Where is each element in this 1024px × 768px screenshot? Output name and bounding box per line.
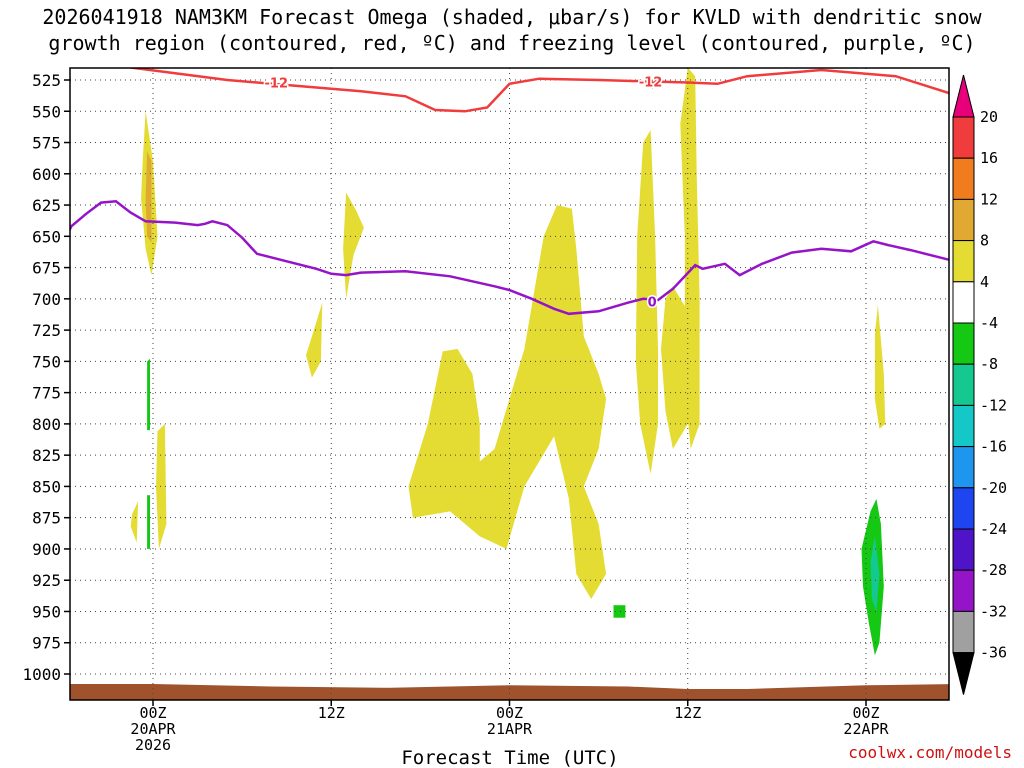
colorbar-swatch (952, 610, 975, 654)
x-tick-label: 00Z (496, 704, 523, 722)
y-tick-label: 525 (32, 71, 61, 90)
colorbar-swatch (952, 404, 975, 448)
colorbar-label: -12 (980, 396, 1007, 414)
chart-title-line2: growth region (contoured, red, ºC) and f… (48, 31, 975, 55)
colorbar-arrow-top (952, 74, 975, 118)
y-tick-label: 750 (32, 352, 61, 371)
y-tick-label: 575 (32, 134, 61, 153)
colorbar-label: -28 (980, 561, 1007, 579)
credit-text[interactable]: coolwx.com/models (848, 743, 1012, 762)
colorbar: 20 16 12 8 4 -4 -8 -12 -16 -20 -24 -28 -32 -36 (952, 74, 1007, 695)
colorbar-swatch (952, 528, 975, 571)
colorbar-label: -20 (980, 479, 1007, 497)
y-tick-label: 700 (32, 290, 61, 309)
omega-positive-region (343, 192, 364, 299)
colorbar-swatch (952, 157, 975, 200)
x-tick-label: 00Z (139, 704, 166, 722)
x-tick-label: 22APR (843, 720, 889, 738)
colorbar-label: 4 (980, 273, 989, 291)
omega-positive-region (306, 302, 323, 378)
y-tick-label: 900 (32, 540, 61, 559)
y-tick-label: 650 (32, 227, 61, 246)
freezing-level-line (70, 200, 949, 316)
y-tick-label: 1000 (22, 665, 61, 684)
x-tick-label: 2026 (135, 736, 171, 754)
colorbar-swatch (952, 322, 975, 365)
omega-positive-region (874, 305, 886, 429)
colorbar-label: -4 (980, 314, 998, 332)
y-tick-label: 875 (32, 509, 61, 528)
y-tick-label: 825 (32, 446, 61, 465)
contour-lines: -12 -12 0 (70, 68, 949, 316)
y-tick-label: 600 (32, 165, 61, 184)
x-tick-label: 20APR (130, 720, 176, 738)
colorbar-label: 12 (980, 190, 998, 208)
y-tick-label: 675 (32, 259, 61, 278)
omega-shading (70, 68, 949, 700)
omega-negative-region (147, 495, 150, 549)
colorbar-label: -24 (980, 520, 1007, 538)
y-tick-label: 550 (32, 102, 61, 121)
colorbar-swatch (952, 363, 975, 406)
y-tick-label: 850 (32, 477, 61, 496)
y-tick-label: 725 (32, 321, 61, 340)
colorbar-arrow-bottom (952, 652, 975, 695)
y-tick-label: 775 (32, 384, 61, 403)
plot-area: -12 -12 0 (69, 67, 950, 701)
y-axis: 525 550 575 600 625 650 675 700 725 750 775 800 825 8… (22, 71, 70, 684)
colorbar-label: -36 (980, 644, 1007, 662)
x-axis-label: Forecast Time (UTC) (401, 747, 618, 768)
dgz-contour-label: -12 (639, 75, 663, 90)
dgz-contour-line (130, 68, 949, 113)
colorbar-label: -32 (980, 602, 1007, 620)
omega-negative-region (147, 358, 150, 431)
omega-positive-region (408, 205, 607, 599)
colorbar-swatch (952, 116, 975, 159)
colorbar-swatch (952, 487, 975, 530)
colorbar-label: 20 (980, 108, 998, 126)
omega-negative-region (870, 536, 880, 612)
freezing-level-label: 0 (648, 295, 657, 310)
terrain-fill (70, 684, 949, 700)
colorbar-swatch (952, 240, 975, 283)
omega-negative-region (613, 605, 626, 618)
omega-positive-region (635, 130, 658, 474)
y-tick-label: 925 (32, 571, 61, 590)
colorbar-swatch (952, 281, 975, 324)
x-tick-label: 21APR (487, 720, 533, 738)
dgz-contour-label: -12 (265, 77, 289, 92)
y-tick-label: 950 (32, 602, 61, 621)
colorbar-swatch (952, 198, 975, 242)
x-tick-label: 12Z (674, 704, 701, 722)
colorbar-swatch (952, 569, 975, 612)
colorbar-label: 16 (980, 149, 998, 167)
omega-positive-region (156, 423, 167, 549)
y-tick-label: 800 (32, 415, 61, 434)
colorbar-label: 8 (980, 232, 989, 250)
grid-lines (70, 68, 949, 700)
colorbar-label: -8 (980, 355, 998, 373)
y-tick-label: 975 (32, 634, 61, 653)
omega-positive-region (130, 501, 139, 543)
colorbar-label: -16 (980, 438, 1007, 456)
y-tick-label: 625 (32, 196, 61, 215)
omega-positive-region (680, 68, 700, 449)
x-tick-label: 12Z (318, 704, 345, 722)
colorbar-swatch (952, 446, 975, 489)
x-tick-label: 00Z (852, 704, 879, 722)
chart-title-line1: 2026041918 NAM3KM Forecast Omega (shaded… (42, 5, 982, 29)
